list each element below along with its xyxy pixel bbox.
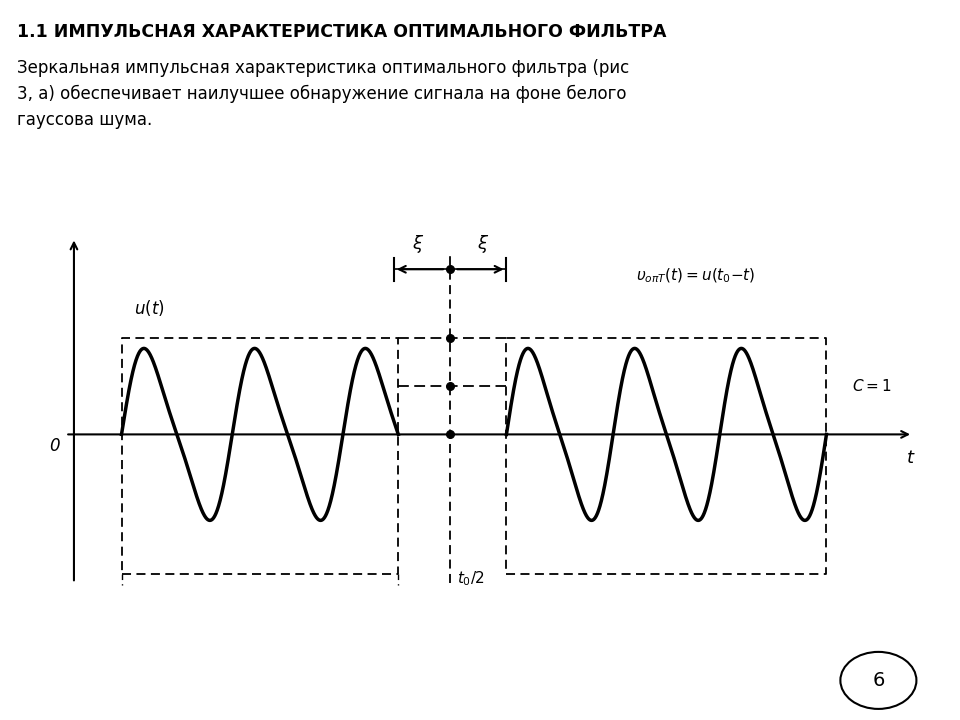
Text: $t_0/2$: $t_0/2$	[457, 569, 485, 588]
Text: $\upsilon_{o\pi T}(t)=u(t_0{-}t)$: $\upsilon_{o\pi T}(t)=u(t_0{-}t)$	[636, 267, 756, 285]
Text: 1.1 ИМПУЛЬСНАЯ ХАРАКТЕРИСТИКА ОПТИМАЛЬНОГО ФИЛЬТРА: 1.1 ИМПУЛЬСНАЯ ХАРАКТЕРИСТИКА ОПТИМАЛЬНО…	[17, 23, 667, 41]
Text: $C=1$: $C=1$	[852, 379, 892, 395]
Text: $t$: $t$	[906, 449, 916, 467]
Text: $u(t)$: $u(t)$	[134, 297, 165, 318]
Text: $\xi$: $\xi$	[476, 233, 489, 255]
Text: Зеркальная импульсная характеристика оптимального фильтра (рис
3, а) обеспечивае: Зеркальная импульсная характеристика опт…	[17, 59, 630, 129]
Text: $\xi$: $\xi$	[412, 233, 424, 255]
Text: 0: 0	[50, 437, 60, 455]
Text: 6: 6	[873, 671, 884, 690]
